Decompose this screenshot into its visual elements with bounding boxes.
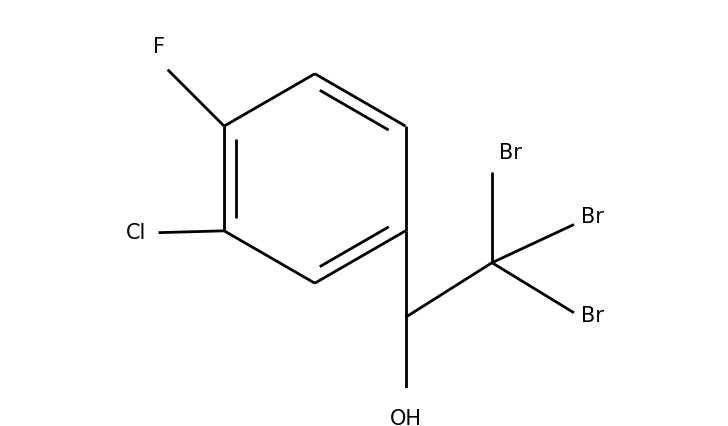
Text: Cl: Cl [125, 223, 146, 243]
Text: Br: Br [581, 207, 604, 227]
Text: Br: Br [581, 306, 604, 326]
Text: OH: OH [389, 409, 422, 426]
Text: Br: Br [499, 143, 522, 163]
Text: F: F [153, 37, 165, 57]
